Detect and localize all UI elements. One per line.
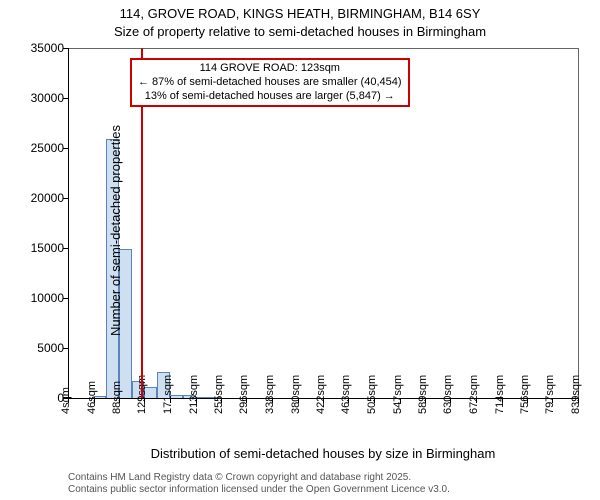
annotation-box: 114 GROVE ROAD: 123sqm ← 87% of semi-det… — [130, 58, 410, 107]
annotation-line: ← 87% of semi-detached houses are smalle… — [138, 76, 402, 90]
chart-container: 114, GROVE ROAD, KINGS HEATH, BIRMINGHAM… — [0, 0, 600, 500]
y-axis-label: Number of semi-detached properties — [108, 125, 123, 336]
y-tick-label: 30000 — [4, 91, 64, 105]
y-tick-mark — [63, 98, 68, 99]
y-tick-mark — [63, 148, 68, 149]
footer-line: Contains HM Land Registry data © Crown c… — [68, 472, 450, 484]
y-tick-label: 10000 — [4, 291, 64, 305]
y-tick-label: 35000 — [4, 41, 64, 55]
y-tick-label: 0 — [4, 391, 64, 405]
footer-attribution: Contains HM Land Registry data © Crown c… — [68, 472, 450, 496]
annotation-line: 13% of semi-detached houses are larger (… — [138, 90, 402, 104]
x-axis-label: Distribution of semi-detached houses by … — [68, 446, 578, 461]
y-axis-line — [68, 48, 69, 398]
chart-title-sub: Size of property relative to semi-detach… — [0, 24, 600, 39]
y-tick-mark — [63, 48, 68, 49]
y-tick-label: 25000 — [4, 141, 64, 155]
y-tick-mark — [63, 248, 68, 249]
chart-title-main: 114, GROVE ROAD, KINGS HEATH, BIRMINGHAM… — [0, 6, 600, 21]
y-tick-label: 15000 — [4, 241, 64, 255]
y-tick-mark — [63, 298, 68, 299]
annotation-line: 114 GROVE ROAD: 123sqm — [138, 62, 402, 76]
y-tick-mark — [63, 198, 68, 199]
y-tick-label: 20000 — [4, 191, 64, 205]
y-tick-mark — [63, 348, 68, 349]
footer-line: Contains public sector information licen… — [68, 484, 450, 496]
y-tick-label: 5000 — [4, 341, 64, 355]
